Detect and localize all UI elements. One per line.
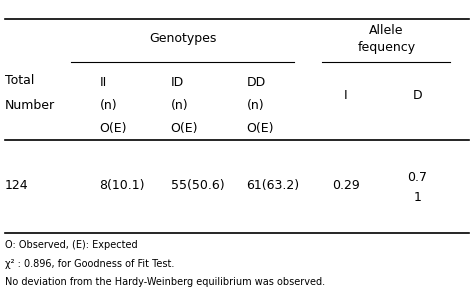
Text: O(E): O(E): [100, 122, 127, 135]
Text: II: II: [100, 75, 107, 89]
Text: DD: DD: [246, 75, 266, 89]
Text: Number: Number: [5, 98, 55, 112]
Text: O(E): O(E): [171, 122, 198, 135]
Text: Genotypes: Genotypes: [149, 32, 216, 46]
Text: D: D: [412, 88, 422, 102]
Text: Total: Total: [5, 74, 34, 87]
Text: (n): (n): [171, 98, 188, 112]
Text: (n): (n): [100, 98, 117, 112]
Text: No deviation from the Hardy-Weinberg equilibrium was observed.: No deviation from the Hardy-Weinberg equ…: [5, 277, 325, 287]
Text: I: I: [344, 88, 348, 102]
Text: 55(50.6): 55(50.6): [171, 179, 224, 192]
Text: ID: ID: [171, 75, 184, 89]
Text: 124: 124: [5, 179, 28, 192]
Text: 0.7: 0.7: [407, 170, 427, 184]
Text: 61(63.2): 61(63.2): [246, 179, 300, 192]
Text: O(E): O(E): [246, 122, 274, 135]
Text: 8(10.1): 8(10.1): [100, 179, 145, 192]
Text: O: Observed, (E): Expected: O: Observed, (E): Expected: [5, 240, 137, 250]
Text: 0.29: 0.29: [332, 179, 360, 192]
Text: (n): (n): [246, 98, 264, 112]
Text: 1: 1: [413, 191, 421, 204]
Text: Allele
fequency: Allele fequency: [357, 24, 415, 54]
Text: χ² : 0.896, for Goodness of Fit Test.: χ² : 0.896, for Goodness of Fit Test.: [5, 259, 174, 268]
